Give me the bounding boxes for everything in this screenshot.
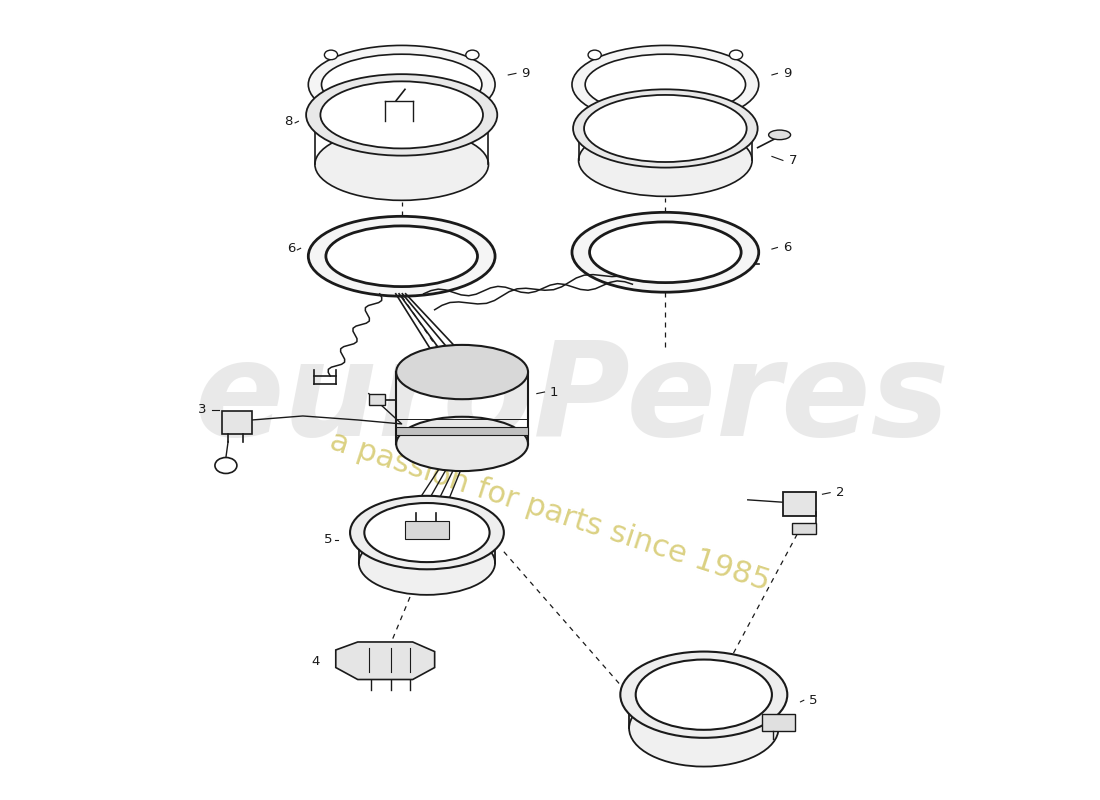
Text: euroPeres: euroPeres [195, 337, 949, 463]
Circle shape [729, 50, 743, 60]
Text: 5: 5 [324, 534, 332, 546]
Ellipse shape [396, 345, 528, 399]
Ellipse shape [308, 216, 495, 296]
Text: 6: 6 [287, 242, 295, 254]
Ellipse shape [306, 74, 497, 156]
Text: 9: 9 [521, 67, 530, 80]
Ellipse shape [584, 95, 747, 162]
Ellipse shape [321, 54, 482, 115]
Circle shape [214, 458, 236, 474]
FancyBboxPatch shape [396, 426, 528, 435]
Text: a passion for parts since 1985: a passion for parts since 1985 [327, 426, 773, 597]
Ellipse shape [620, 651, 788, 738]
Ellipse shape [572, 212, 759, 292]
Ellipse shape [396, 417, 528, 471]
Text: 4: 4 [311, 654, 319, 668]
Ellipse shape [359, 531, 495, 595]
Circle shape [395, 122, 408, 131]
Text: 8: 8 [285, 114, 293, 128]
Ellipse shape [308, 46, 495, 124]
Bar [221, 411, 252, 434]
Text: 7: 7 [789, 154, 796, 167]
Ellipse shape [585, 54, 746, 115]
Ellipse shape [636, 659, 772, 730]
Ellipse shape [572, 46, 759, 124]
Text: 1: 1 [550, 386, 559, 398]
Bar [792, 523, 816, 534]
Bar [368, 394, 385, 405]
Circle shape [659, 122, 672, 131]
Text: 2: 2 [836, 486, 844, 499]
Ellipse shape [326, 226, 477, 286]
Ellipse shape [364, 503, 490, 562]
Text: 9: 9 [783, 67, 791, 80]
Circle shape [465, 50, 478, 60]
Ellipse shape [315, 129, 488, 200]
Circle shape [324, 50, 338, 60]
Ellipse shape [590, 222, 741, 282]
Circle shape [588, 50, 602, 60]
Bar [783, 492, 816, 516]
Text: 6: 6 [783, 241, 791, 254]
Ellipse shape [769, 130, 791, 140]
Ellipse shape [579, 125, 752, 196]
Bar [762, 714, 795, 731]
Text: 5: 5 [810, 694, 817, 706]
Ellipse shape [573, 90, 758, 168]
Ellipse shape [320, 82, 483, 149]
Ellipse shape [629, 690, 779, 766]
Text: 3: 3 [198, 403, 206, 416]
Bar [405, 522, 449, 539]
Polygon shape [336, 642, 434, 679]
Ellipse shape [350, 496, 504, 570]
